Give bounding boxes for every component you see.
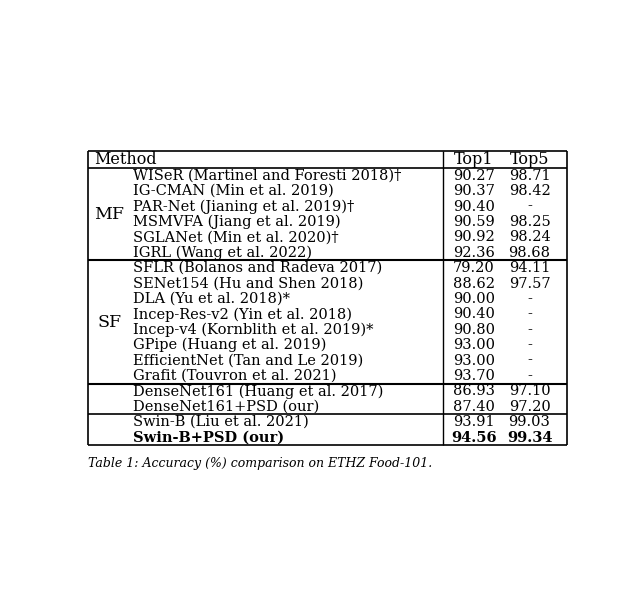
Text: 97.10: 97.10 bbox=[509, 385, 550, 398]
Text: SF: SF bbox=[97, 313, 122, 331]
Text: IGRL (Wang et al. 2022): IGRL (Wang et al. 2022) bbox=[132, 246, 312, 260]
Text: SENet154 (Hu and Shen 2018): SENet154 (Hu and Shen 2018) bbox=[132, 276, 363, 291]
Text: 98.42: 98.42 bbox=[509, 184, 550, 198]
Text: GPipe (Huang et al. 2019): GPipe (Huang et al. 2019) bbox=[132, 338, 326, 352]
Text: -: - bbox=[527, 200, 532, 213]
Text: Incep-Res-v2 (Yin et al. 2018): Incep-Res-v2 (Yin et al. 2018) bbox=[132, 307, 352, 322]
Text: -: - bbox=[527, 338, 532, 352]
Text: 99.34: 99.34 bbox=[507, 431, 552, 444]
Text: -: - bbox=[527, 323, 532, 337]
Text: DenseNet161 (Huang et al. 2017): DenseNet161 (Huang et al. 2017) bbox=[132, 384, 383, 398]
Text: Swin-B+PSD (our): Swin-B+PSD (our) bbox=[132, 431, 284, 444]
Text: -: - bbox=[527, 307, 532, 321]
Text: 98.71: 98.71 bbox=[509, 169, 550, 183]
Text: 90.59: 90.59 bbox=[453, 215, 495, 229]
Text: 90.92: 90.92 bbox=[453, 230, 495, 245]
Text: 98.68: 98.68 bbox=[509, 246, 550, 260]
Text: PAR-Net (Jianing et al. 2019)†: PAR-Net (Jianing et al. 2019)† bbox=[132, 199, 354, 213]
Text: Swin-B (Liu et al. 2021): Swin-B (Liu et al. 2021) bbox=[132, 415, 308, 429]
Text: 92.36: 92.36 bbox=[452, 246, 495, 260]
Text: 87.40: 87.40 bbox=[452, 399, 495, 414]
Text: 97.20: 97.20 bbox=[509, 399, 550, 414]
Text: 90.80: 90.80 bbox=[452, 323, 495, 337]
Text: 93.91: 93.91 bbox=[453, 415, 495, 429]
Text: Top5: Top5 bbox=[509, 151, 549, 168]
Text: Grafit (Touvron et al. 2021): Grafit (Touvron et al. 2021) bbox=[132, 369, 336, 383]
Text: 90.40: 90.40 bbox=[452, 307, 495, 321]
Text: 97.57: 97.57 bbox=[509, 276, 550, 291]
Text: 94.11: 94.11 bbox=[509, 261, 550, 275]
Text: DLA (Yu et al. 2018)*: DLA (Yu et al. 2018)* bbox=[132, 292, 290, 306]
Text: Top1: Top1 bbox=[454, 151, 493, 168]
Text: EfficientNet (Tan and Le 2019): EfficientNet (Tan and Le 2019) bbox=[132, 353, 363, 368]
Text: 99.03: 99.03 bbox=[509, 415, 550, 429]
Text: -: - bbox=[527, 353, 532, 368]
Text: 93.00: 93.00 bbox=[452, 338, 495, 352]
Text: 88.62: 88.62 bbox=[452, 276, 495, 291]
Text: 90.27: 90.27 bbox=[453, 169, 495, 183]
Text: IG-CMAN (Min et al. 2019): IG-CMAN (Min et al. 2019) bbox=[132, 184, 333, 198]
Text: 86.93: 86.93 bbox=[452, 385, 495, 398]
Text: 90.40: 90.40 bbox=[452, 200, 495, 213]
Text: SFLR (Bolanos and Radeva 2017): SFLR (Bolanos and Radeva 2017) bbox=[132, 261, 382, 275]
Text: 79.20: 79.20 bbox=[453, 261, 495, 275]
Text: 90.37: 90.37 bbox=[452, 184, 495, 198]
Text: 98.25: 98.25 bbox=[509, 215, 550, 229]
Text: 93.00: 93.00 bbox=[452, 353, 495, 368]
Text: DenseNet161+PSD (our): DenseNet161+PSD (our) bbox=[132, 399, 319, 414]
Text: MF: MF bbox=[95, 206, 124, 222]
Text: SGLANet (Min et al. 2020)†: SGLANet (Min et al. 2020)† bbox=[132, 230, 339, 245]
Text: 94.56: 94.56 bbox=[451, 431, 497, 444]
Text: Method: Method bbox=[94, 151, 157, 168]
Text: Table 1: Accuracy (%) comparison on ETHZ Food-101.: Table 1: Accuracy (%) comparison on ETHZ… bbox=[88, 457, 432, 470]
Text: -: - bbox=[527, 292, 532, 306]
Text: -: - bbox=[527, 369, 532, 383]
Text: WISeR (Martinel and Foresti 2018)†: WISeR (Martinel and Foresti 2018)† bbox=[132, 169, 401, 183]
Text: MSMVFA (Jiang et al. 2019): MSMVFA (Jiang et al. 2019) bbox=[132, 215, 340, 229]
Text: 90.00: 90.00 bbox=[452, 292, 495, 306]
Text: 98.24: 98.24 bbox=[509, 230, 550, 245]
Text: Incep-v4 (Kornblith et al. 2019)*: Incep-v4 (Kornblith et al. 2019)* bbox=[132, 322, 373, 337]
Text: 93.70: 93.70 bbox=[452, 369, 495, 383]
